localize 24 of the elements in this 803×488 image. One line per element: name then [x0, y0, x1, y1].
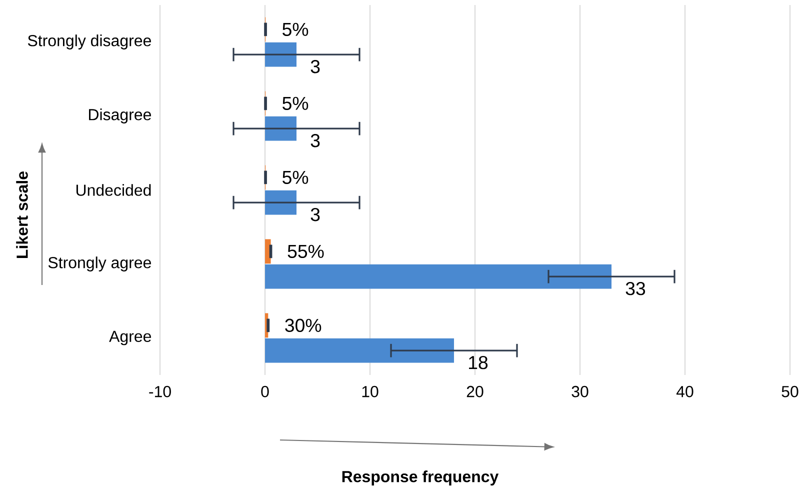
x-tick-label: 10 [362, 386, 378, 398]
data-label: 33 [626, 282, 646, 296]
x-tick-label: -10 [149, 386, 171, 398]
data-label: 3 [310, 208, 320, 222]
x-tick-label: 0 [261, 386, 269, 398]
x-tick-label: 50 [782, 386, 798, 398]
y-tick-label: Undecided [76, 184, 151, 196]
data-label: 18 [469, 356, 488, 370]
data-label: 5% [282, 96, 308, 110]
y-tick-label: Strongly disagree [28, 34, 151, 50]
data-label: 5% [282, 170, 308, 184]
y-tick-label: Agree [109, 330, 152, 346]
data-label: 55% [288, 244, 324, 258]
x-tick-label: 40 [676, 386, 694, 398]
y-axis-title: Likert scale [16, 172, 28, 258]
data-label: 30% [285, 318, 322, 332]
data-label: 3 [310, 60, 320, 74]
data-label: 3 [310, 134, 320, 148]
x-tick-label: 30 [572, 386, 588, 398]
x-tick-label: 20 [466, 386, 484, 398]
x-axis-title: Response frequency [342, 470, 499, 486]
y-tick-label: Strongly agree [48, 256, 151, 272]
data-label: 5% [282, 22, 308, 36]
y-tick-label: Disagree [89, 108, 152, 124]
